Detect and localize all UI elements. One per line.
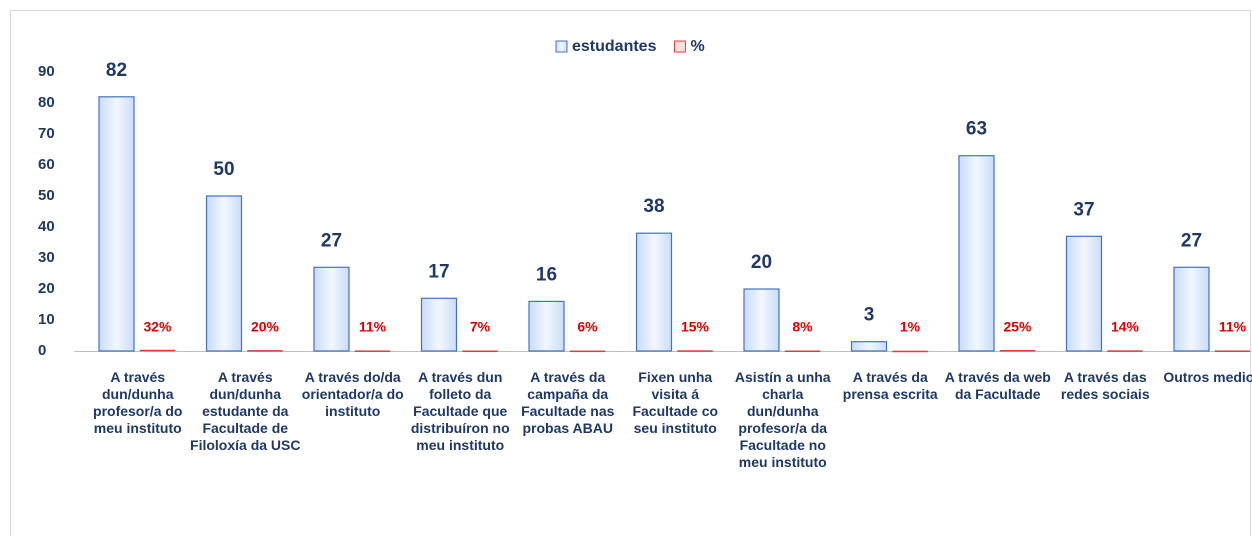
x-tick-label: Asistín a unha charla dun/dunha profesor… [734, 369, 831, 470]
data-label: 63 [966, 119, 987, 140]
bar [205, 195, 243, 352]
bar [784, 350, 821, 353]
x-tick-label: A través da prensa escrita [842, 369, 938, 402]
y-tick-label: 60 [38, 156, 55, 173]
bar [354, 350, 391, 352]
data-label: 3 [864, 305, 875, 326]
x-tick-label: A través da campaña da Facultade nas pro… [521, 369, 615, 436]
data-label: 11% [359, 319, 387, 335]
bar [420, 297, 458, 352]
data-label: 27 [1181, 230, 1202, 251]
x-tick-label: A través do/da orientador/a do instituto [301, 369, 404, 419]
bar [98, 96, 135, 352]
bar [247, 350, 283, 352]
bar [743, 288, 780, 352]
x-tick-label: A través da web da Facultade [944, 369, 1051, 402]
y-tick-label: 70 [38, 125, 55, 142]
data-label: 37 [1073, 199, 1094, 220]
legend-swatch [673, 40, 686, 53]
legend-label: % [690, 38, 704, 55]
data-label: 27 [321, 230, 342, 251]
bar [1214, 350, 1251, 352]
y-tick-label: 40 [38, 218, 55, 235]
bar [313, 266, 350, 352]
y-tick-label: 0 [38, 342, 46, 359]
bar [999, 349, 1036, 352]
legend-swatch [555, 40, 568, 53]
data-label: 6% [577, 319, 598, 335]
bar [528, 300, 565, 352]
y-tick-label: 90 [38, 63, 55, 80]
data-label: 7% [470, 319, 491, 335]
chart-border [10, 10, 1251, 536]
data-label: 11% [1219, 319, 1247, 335]
bar [958, 155, 995, 352]
data-label: 17 [428, 261, 449, 282]
bar [139, 349, 176, 352]
data-label: 16 [536, 264, 557, 285]
x-tick-label: A través dun/dunha estudante da Facultad… [190, 369, 301, 453]
y-tick-label: 30 [38, 249, 55, 266]
bar [850, 341, 888, 352]
data-label: 50 [213, 159, 234, 180]
legend-label: estudantes [572, 38, 657, 55]
y-tick-label: 80 [38, 94, 55, 111]
data-label: 20 [751, 252, 772, 273]
data-label: 14% [1111, 319, 1140, 335]
y-tick-label: 50 [38, 187, 55, 204]
data-label: 15% [681, 319, 710, 335]
data-label: 82 [106, 60, 127, 81]
bar [1107, 350, 1143, 352]
data-label: 1% [900, 319, 921, 335]
bar [1173, 266, 1210, 352]
data-label: 20% [251, 319, 280, 335]
data-label: 38 [643, 196, 664, 217]
x-tick-label: A través dun/dunha profesor/a do meu ins… [93, 369, 183, 436]
y-tick-label: 20 [38, 280, 55, 297]
data-label: 25% [1003, 319, 1032, 335]
bar [677, 350, 713, 352]
y-tick-label: 10 [38, 311, 55, 328]
data-label: 8% [792, 319, 813, 335]
x-tick-label: Fixen unha visita á Facultade co seu ins… [632, 369, 719, 436]
bar [462, 350, 498, 353]
bar [892, 350, 928, 353]
data-label: 32% [143, 319, 172, 335]
x-tick-label: Outros medios [1163, 369, 1252, 385]
x-tick-label: A través dun folleto da Facultade que di… [410, 369, 510, 453]
bar [635, 232, 673, 352]
bar [1065, 235, 1103, 352]
bar [569, 350, 606, 353]
x-tick-label: A través das redes sociais [1060, 369, 1150, 402]
